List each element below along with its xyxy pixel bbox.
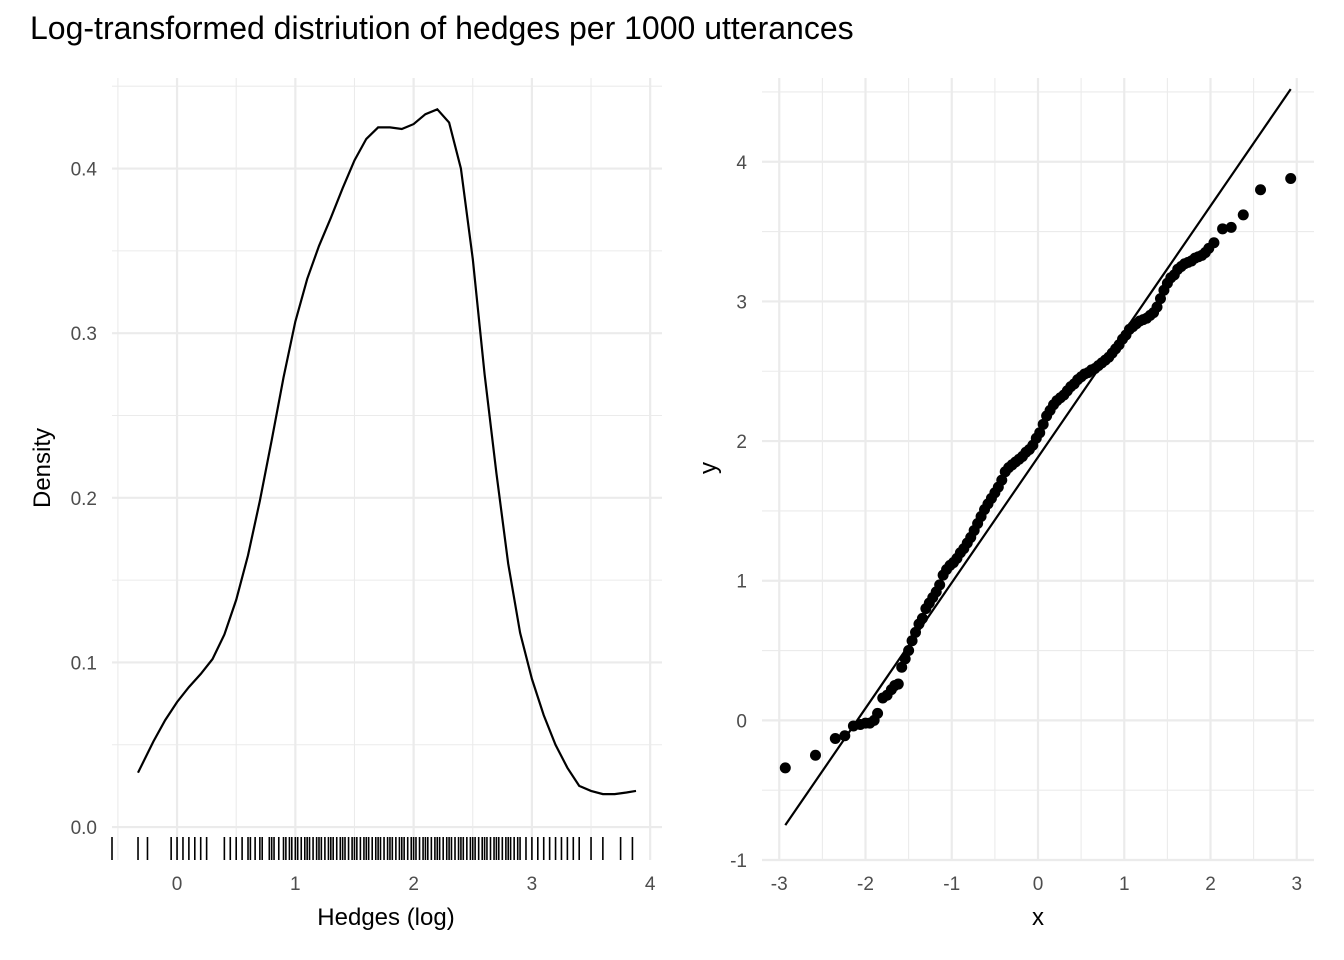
qq-x-axis-title: x: [1032, 904, 1044, 931]
qq-point: [1208, 237, 1220, 249]
qq-y-tick-label: 4: [736, 153, 747, 174]
chart-title: Log-transformed distriution of hedges pe…: [30, 10, 854, 46]
qq-y-tick-label: -1: [730, 851, 747, 872]
qq-x-tick-label: -1: [943, 874, 960, 895]
qq-point: [910, 626, 922, 638]
qq-point: [896, 661, 908, 673]
qq-point: [892, 678, 904, 690]
qq-x-tick-label: -3: [771, 874, 788, 895]
density-y-tick-label: 0.0: [71, 818, 97, 839]
rug-marks: [111, 837, 634, 860]
qq-point: [1151, 301, 1163, 313]
density-panel: 0 1 2 3 4 0.0 0.1 0.2 0.3 0.4 Hedges (log) Densi…: [29, 78, 662, 931]
qq-x-tick-label: 0: [1033, 874, 1044, 895]
qq-x-tick-label: 3: [1291, 874, 1302, 895]
qq-point: [906, 635, 918, 647]
density-x-tick-label: 4: [645, 874, 656, 895]
density-x-tick-label: 2: [408, 874, 419, 895]
density-x-tick-label: 1: [290, 874, 301, 895]
qq-y-axis-title: y: [695, 462, 722, 474]
qq-major-grid: [762, 78, 1314, 862]
qq-point: [829, 733, 841, 745]
qq-point: [1034, 427, 1046, 439]
qq-y-tick-label: 2: [736, 432, 747, 453]
qq-point: [1154, 293, 1166, 305]
qq-point: [872, 707, 884, 719]
density-y-tick-label: 0.1: [71, 653, 97, 674]
density-major-grid: [112, 78, 662, 860]
density-x-tick-labels: 0 1 2 3 4: [172, 874, 656, 895]
density-x-axis-title: Hedges (log): [317, 904, 454, 931]
qq-reference-line: [784, 88, 1292, 826]
qq-panel: -3 -2 -1 0 1 2 3 -1 0 1 2 3 4 x y: [695, 78, 1314, 931]
qq-x-tick-label: 2: [1205, 874, 1216, 895]
qq-y-tick-labels: -1 0 1 2 3 4: [730, 153, 747, 872]
density-y-tick-label: 0.2: [71, 489, 97, 510]
qq-points: [779, 173, 1297, 774]
qq-x-tick-labels: -3 -2 -1 0 1 2 3: [771, 874, 1302, 895]
qq-point: [996, 474, 1008, 486]
qq-point: [1225, 221, 1237, 233]
qq-point: [839, 730, 851, 742]
density-y-axis-title: Density: [29, 428, 56, 508]
qq-x-tick-label: -2: [857, 874, 874, 895]
density-minor-grid: [112, 78, 662, 860]
density-curve: [137, 107, 637, 796]
qq-y-tick-label: 3: [736, 292, 747, 313]
density-y-tick-label: 0.4: [71, 160, 98, 181]
density-x-tick-label: 3: [527, 874, 538, 895]
qq-point: [809, 749, 821, 761]
qq-point: [1285, 173, 1297, 185]
qq-point: [903, 645, 915, 657]
qq-x-tick-label: 1: [1119, 874, 1130, 895]
qq-point: [899, 653, 911, 665]
qq-y-tick-label: 0: [736, 711, 747, 732]
qq-point: [1037, 418, 1049, 430]
qq-point: [916, 612, 928, 624]
density-x-tick-label: 0: [172, 874, 183, 895]
qq-point: [1255, 184, 1267, 196]
qq-point: [934, 579, 946, 591]
qq-point: [779, 762, 791, 774]
density-y-tick-label: 0.3: [71, 324, 97, 345]
qq-y-tick-label: 1: [736, 572, 747, 593]
qq-point: [1217, 223, 1229, 235]
qq-point: [1237, 209, 1249, 221]
density-y-tick-labels: 0.0 0.1 0.2 0.3 0.4: [71, 160, 98, 840]
